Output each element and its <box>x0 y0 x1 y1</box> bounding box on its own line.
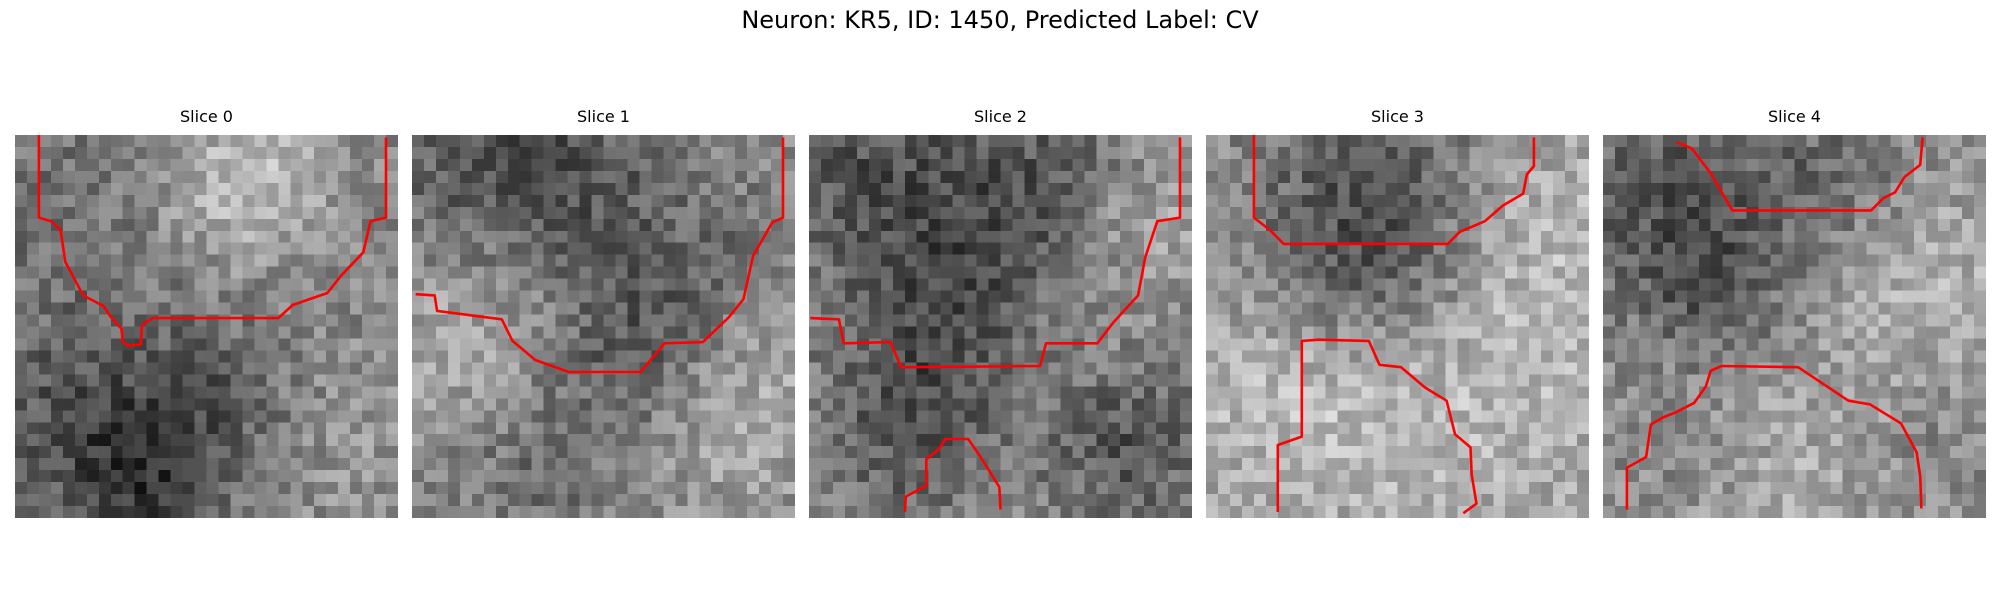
slice-panel-2: Slice 2 <box>809 108 1192 520</box>
slice-image-0 <box>15 135 398 518</box>
slice-title-2: Slice 2 <box>974 107 1027 126</box>
contour-line-0-0 <box>37 135 388 347</box>
grayscale-patch-4 <box>1603 135 1986 518</box>
grayscale-patch-1 <box>412 135 795 518</box>
slice-title-1: Slice 1 <box>577 107 630 126</box>
contour-line-3-1 <box>1276 338 1478 515</box>
contour-line-2-1 <box>903 437 1002 513</box>
contour-overlay-4 <box>1625 137 1924 510</box>
contour-line-2-0 <box>810 137 1182 369</box>
slice-image-1 <box>412 135 795 518</box>
slice-title-3: Slice 3 <box>1371 107 1424 126</box>
grayscale-patch-3 <box>1206 135 1589 518</box>
grayscale-patch-0 <box>15 135 398 518</box>
contour-overlay-0 <box>37 135 388 347</box>
contour-overlay-1 <box>415 137 785 374</box>
slice-image-2 <box>809 135 1192 518</box>
slice-title-0: Slice 0 <box>180 107 233 126</box>
contour-line-4-1 <box>1625 364 1923 510</box>
slice-image-4 <box>1603 135 1986 518</box>
slice-panel-3: Slice 3 <box>1206 108 1589 520</box>
contour-line-1-0 <box>415 137 785 374</box>
contour-line-4-0 <box>1675 137 1924 212</box>
figure-title: Neuron: KR5, ID: 1450, Predicted Label: … <box>741 6 1259 34</box>
slice-panel-4: Slice 4 <box>1603 108 1986 520</box>
contour-overlay-3 <box>1252 135 1536 515</box>
slice-title-4: Slice 4 <box>1768 107 1821 126</box>
contour-overlay-2 <box>810 137 1182 513</box>
contour-line-3-0 <box>1252 135 1536 246</box>
slice-panel-1: Slice 1 <box>412 108 795 520</box>
slice-image-3 <box>1206 135 1589 518</box>
slice-panel-0: Slice 0 <box>15 108 398 520</box>
grayscale-patch-2 <box>809 135 1192 518</box>
